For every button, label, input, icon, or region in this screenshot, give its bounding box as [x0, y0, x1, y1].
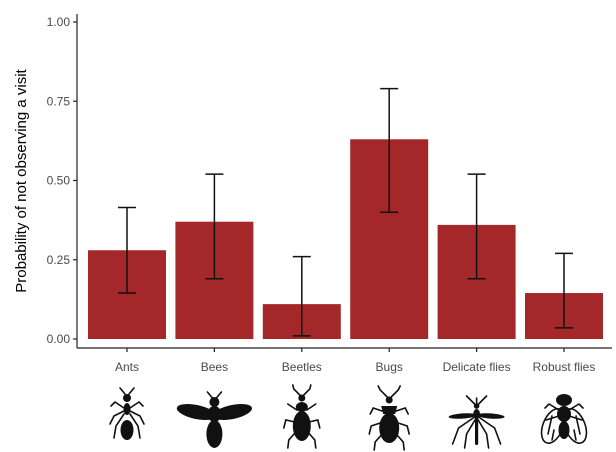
x-tick-label: Bees — [201, 360, 228, 374]
bug-icon — [368, 385, 411, 451]
x-tick-label: Ants — [115, 360, 139, 374]
bee-icon — [176, 391, 253, 448]
y-axis-label: Probability of not observing a visit — [13, 68, 30, 292]
fly-icon — [540, 394, 588, 444]
y-axis-ticks: 0.00 0.25 0.50 0.75 1.00 — [47, 15, 77, 346]
error-bars — [118, 87, 573, 337]
x-axis-ticks: Ants Bees Beetles Bugs Delicate flies Robust … — [115, 348, 595, 374]
x-tick-label: Robust flies — [533, 360, 596, 374]
y-tick-label: 0.00 — [47, 332, 71, 346]
y-tick-label: 0.50 — [47, 174, 71, 188]
ant-icon — [109, 387, 145, 440]
bars — [88, 139, 603, 339]
x-tick-label: Beetles — [282, 360, 322, 374]
y-tick-label: 0.25 — [47, 253, 71, 267]
y-tick-label: 1.00 — [47, 15, 71, 29]
y-tick-label: 0.75 — [47, 94, 71, 108]
beetle-icon — [282, 384, 321, 449]
category-icons — [109, 384, 588, 451]
mosquito-icon — [448, 395, 505, 449]
x-tick-label: Bugs — [376, 360, 403, 374]
x-tick-label: Delicate flies — [443, 360, 511, 374]
